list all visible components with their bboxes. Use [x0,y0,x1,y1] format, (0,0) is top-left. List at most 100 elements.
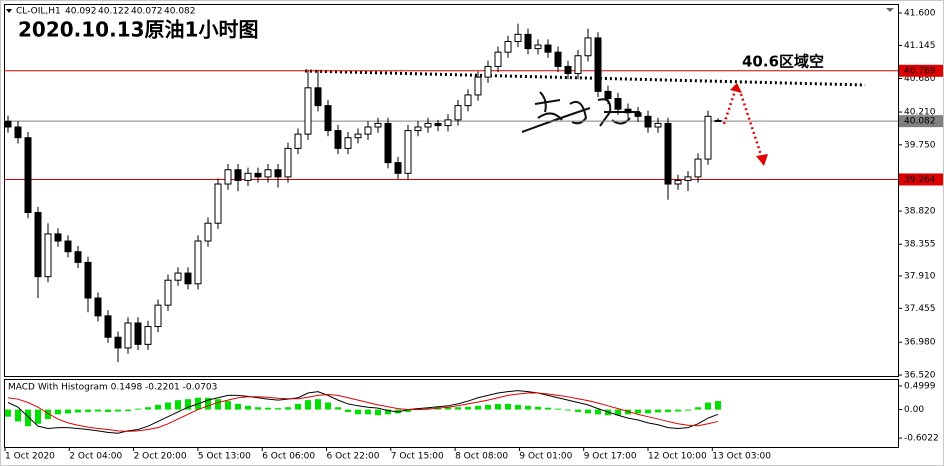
candle-body [274,169,282,178]
macd-histogram-bar [185,399,191,410]
candle-body [484,65,492,78]
macd-histogram-bar [155,404,161,410]
candle-body [234,169,242,181]
macd-histogram-bar [85,409,91,412]
level-label: 39.264 [904,175,936,185]
candle-body [134,322,142,345]
candle-body [604,90,612,99]
macd-histogram-bar [575,409,581,412]
annotation: 40.6区域空 [742,53,824,71]
candle-body [434,122,442,127]
macd-histogram-bar [285,407,291,410]
candle-body [394,162,402,174]
candle-body [554,51,562,67]
candle-body [494,51,502,67]
candle-body [374,122,382,128]
macd-histogram-bar [75,409,81,413]
macd-histogram-bar [405,409,411,412]
level-box [899,115,943,128]
candle-body [324,105,332,132]
level-label: 40.789 [904,66,936,76]
chart-title: 2020.10.13原油1小时图 [18,18,258,42]
x-tick-label: 7 Oct 15:00 [391,452,444,462]
macd-histogram-bar [635,409,641,414]
macd-histogram-bar [325,402,331,410]
candle-body [524,33,532,50]
macd-histogram-bar [115,409,121,412]
y-tick-label: 40.210 [904,108,936,118]
candle-body [694,158,702,178]
trendline [304,69,866,87]
candle-body [264,169,272,178]
macd-histogram-bar [535,406,541,410]
scroll-arrow [886,8,894,12]
macd-histogram-bar [685,409,691,411]
candle-body [574,55,582,75]
macd-histogram-bar [225,401,231,410]
macd-histogram-bar [705,402,711,410]
x-tick-label: 1 Oct 2020 [5,452,55,462]
candle-body [84,261,92,299]
candle-body [304,87,312,135]
macd-histogram-bar [505,403,511,410]
candle-body [504,40,512,53]
candle-body [614,97,622,110]
high-now: 40.122 [98,7,130,17]
macd-histogram-bar [375,409,381,416]
macd-histogram-bar [35,409,41,424]
candle-body [284,147,292,178]
candle-body [214,183,222,224]
macd-histogram-bar [235,403,241,410]
macd-histogram-bar [255,407,261,410]
macd-histogram-bar [145,407,151,410]
candle-body [34,212,42,278]
candle-body [444,119,452,127]
candle-body [564,65,572,75]
candle-body [674,179,682,185]
macd-histogram-bar [525,405,531,410]
candle-body [114,336,122,349]
macd-histogram-bar [205,397,211,410]
macd-histogram-bar [65,409,71,414]
candle-body [464,94,472,107]
macd-histogram-bar [355,409,361,415]
candle-body [344,137,352,149]
arrow-down [739,93,764,159]
y-tick-label: 37.910 [904,271,936,281]
x-tick-label: 6 Oct 22:00 [327,452,380,462]
macd-histogram-bar [655,409,661,413]
macd-histogram-bar [335,407,341,410]
macd-label: MACD With Histogram 0.1498 -0.2201 -0.07… [8,383,217,393]
macd-histogram-bar [245,405,251,410]
macd-histogram-bar [135,408,141,410]
arrow-head [730,83,742,93]
y-tick-label: 38.355 [904,240,936,250]
macd-histogram-bar [645,409,651,414]
candle-body [654,122,662,128]
candle-body [144,326,152,345]
macd-line [7,392,719,432]
macd-histogram-bar [665,409,671,412]
candle-body [224,169,232,185]
macd-histogram-bar [95,409,101,412]
candle-body [354,133,362,139]
candle-body [714,119,722,122]
macd-histogram-bar [585,409,591,414]
candle-body [424,122,432,128]
macd-histogram-bar [265,407,271,410]
candle-body [454,105,462,121]
macd-y-tick-label: -0.6022 [904,434,939,444]
macd-histogram-bar [215,399,221,410]
macd-histogram-bar [275,408,281,410]
macd-histogram-bar [475,405,481,410]
candle-body [704,115,712,160]
candle-body [254,172,262,178]
macd-histogram-bar [125,409,131,412]
candle-body [184,272,192,285]
y-tick-label: 40.680 [904,74,936,84]
x-tick-label: 13 Oct 03:00 [712,452,771,462]
y-tick-label: 37.455 [904,304,936,314]
macd-histogram-bar [455,407,461,410]
candle-body [334,130,342,149]
symbol: CL-OIL,H1 [16,7,61,17]
